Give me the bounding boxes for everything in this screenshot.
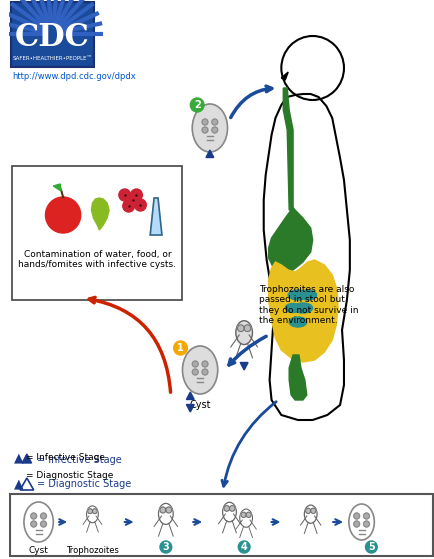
Circle shape <box>237 325 243 331</box>
FancyBboxPatch shape <box>11 2 94 67</box>
FancyBboxPatch shape <box>12 166 182 300</box>
Text: 3: 3 <box>162 542 169 552</box>
Circle shape <box>224 505 229 511</box>
Circle shape <box>46 197 81 233</box>
Circle shape <box>238 541 250 553</box>
Circle shape <box>246 512 250 518</box>
Polygon shape <box>53 184 61 191</box>
Circle shape <box>165 507 171 513</box>
Circle shape <box>190 98 204 112</box>
Text: 5: 5 <box>367 542 374 552</box>
Circle shape <box>173 341 187 355</box>
Ellipse shape <box>348 504 374 540</box>
Ellipse shape <box>288 290 307 300</box>
Polygon shape <box>268 260 337 362</box>
Ellipse shape <box>158 504 173 524</box>
Circle shape <box>160 541 171 553</box>
Ellipse shape <box>285 304 300 312</box>
Circle shape <box>365 541 376 553</box>
Ellipse shape <box>235 321 252 344</box>
Circle shape <box>202 127 207 133</box>
Text: = Diagnostic Stage: = Diagnostic Stage <box>26 471 113 481</box>
Text: CDC: CDC <box>15 22 89 54</box>
Polygon shape <box>186 405 194 412</box>
Circle shape <box>353 513 359 519</box>
Text: SAFER•HEALTHIER•PEOPLE™: SAFER•HEALTHIER•PEOPLE™ <box>12 55 92 60</box>
Text: 4: 4 <box>240 542 247 552</box>
Text: = Infective Stage: = Infective Stage <box>26 453 105 462</box>
Text: ▲: ▲ <box>14 452 24 465</box>
Polygon shape <box>150 210 161 235</box>
Circle shape <box>211 127 217 133</box>
Ellipse shape <box>192 104 227 152</box>
Circle shape <box>134 199 146 211</box>
Circle shape <box>92 509 97 514</box>
Circle shape <box>31 521 36 527</box>
Ellipse shape <box>86 506 98 523</box>
Text: Cyst: Cyst <box>29 546 49 555</box>
Polygon shape <box>268 205 312 272</box>
Text: = Infective Stage: = Infective Stage <box>36 455 121 465</box>
FancyBboxPatch shape <box>10 494 432 556</box>
Text: 1: 1 <box>177 343 184 353</box>
Polygon shape <box>91 198 109 230</box>
Text: Cyst: Cyst <box>189 400 210 410</box>
Circle shape <box>40 521 46 527</box>
Polygon shape <box>150 198 161 235</box>
Circle shape <box>240 512 246 518</box>
Ellipse shape <box>222 502 236 522</box>
Ellipse shape <box>239 509 252 527</box>
Circle shape <box>192 361 198 367</box>
Circle shape <box>363 521 368 527</box>
Polygon shape <box>206 150 214 158</box>
Circle shape <box>130 189 142 201</box>
Circle shape <box>243 325 250 331</box>
Circle shape <box>353 521 359 527</box>
Circle shape <box>122 200 134 212</box>
Circle shape <box>40 513 46 519</box>
Circle shape <box>192 369 198 375</box>
Circle shape <box>305 508 310 513</box>
Circle shape <box>202 361 207 367</box>
Circle shape <box>202 369 207 375</box>
Circle shape <box>211 119 217 125</box>
Ellipse shape <box>289 317 306 327</box>
Circle shape <box>126 194 138 206</box>
Text: 2: 2 <box>193 100 200 110</box>
Ellipse shape <box>182 346 217 394</box>
Text: http://www.dpd.cdc.gov/dpdx: http://www.dpd.cdc.gov/dpdx <box>12 72 135 81</box>
Ellipse shape <box>293 303 312 313</box>
Polygon shape <box>240 362 247 370</box>
Polygon shape <box>22 454 32 463</box>
Circle shape <box>363 513 368 519</box>
Circle shape <box>31 513 36 519</box>
Text: Trophozoites are also
passed in stool but
they do not survive in
the environment: Trophozoites are also passed in stool bu… <box>258 285 358 325</box>
Ellipse shape <box>298 290 316 300</box>
Polygon shape <box>283 88 293 210</box>
Ellipse shape <box>304 505 316 523</box>
Text: Contamination of water, food, or
hands/fomites with infective cysts.: Contamination of water, food, or hands/f… <box>18 250 176 269</box>
Text: Trophozoites: Trophozoites <box>66 546 118 555</box>
Polygon shape <box>186 392 194 400</box>
Circle shape <box>88 509 92 514</box>
Text: = Diagnostic Stage: = Diagnostic Stage <box>36 479 131 489</box>
Polygon shape <box>289 355 306 400</box>
Polygon shape <box>281 72 288 80</box>
Circle shape <box>310 508 315 513</box>
Circle shape <box>202 119 207 125</box>
Text: ▲: ▲ <box>14 477 24 490</box>
Circle shape <box>229 505 234 511</box>
Circle shape <box>118 189 130 201</box>
Ellipse shape <box>24 502 53 542</box>
Circle shape <box>160 507 165 513</box>
